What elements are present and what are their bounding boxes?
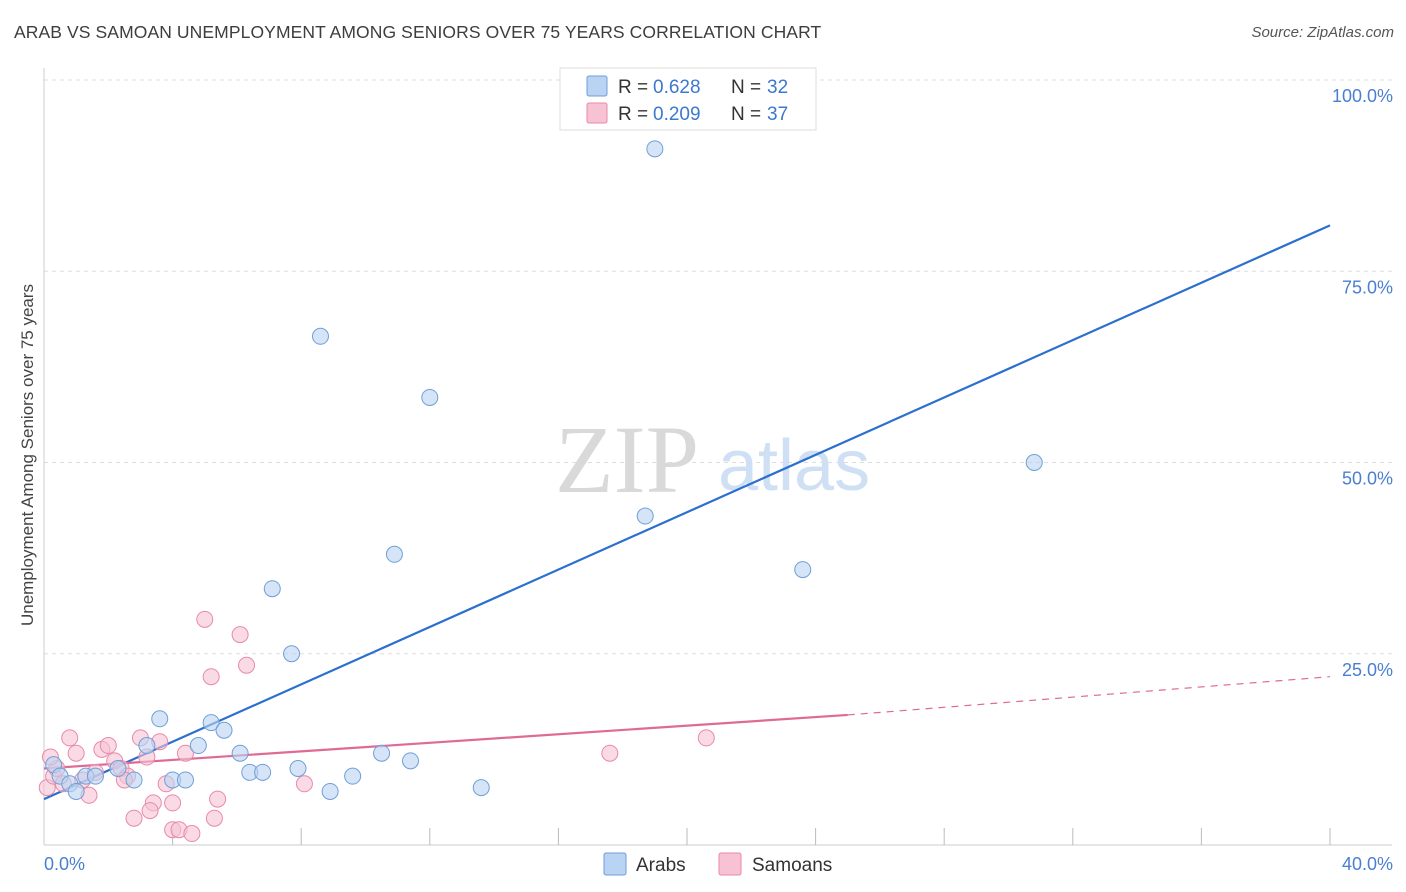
arab-point-18 [263,580,281,598]
legend-arab-swatch [586,75,608,97]
arab-point-11 [176,771,194,789]
arab-point-9 [151,710,169,728]
legend-samoan-n-label: N = [731,104,761,125]
x-tick-label-1: 40.0% [1342,854,1393,874]
samoan-point-4 [61,729,79,747]
watermark-zip: ZIP [555,406,699,513]
arab-point-13 [202,714,220,732]
legend-bottom: Arabs Samoans [603,852,832,876]
legend-samoan-n-value: 37 [767,104,788,125]
samoan-point-14 [125,809,143,827]
arab-point-30 [646,140,664,158]
samoan-point-35 [697,729,715,747]
legend-arab-r-label: R = [618,77,648,98]
bottom-legend-arab-swatch [603,852,627,876]
arab-point-31 [794,561,812,579]
arab-point-17 [254,763,272,781]
bottom-legend-samoan-label: Samoans [752,855,832,876]
arab-point-5 [86,767,104,785]
x-tick-labels: 0.0% 40.0% [44,854,1393,874]
y-axis-title: Unemployment Among Seniors over 75 years [18,284,37,626]
legend-arab-n-label: N = [731,77,761,98]
grid-lines [44,79,1392,655]
samoan-trend-extension [847,676,1331,716]
legend-samoan-swatch [586,102,608,124]
arab-point-29 [636,507,654,525]
arab-point-23 [344,767,362,785]
legend-arab-r-value: 0.628 [653,77,701,98]
bottom-legend-samoan-swatch [718,852,742,876]
y-tick-labels: 100.0% 75.0% 50.0% 25.0% [1332,86,1393,680]
samoan-point-5 [67,744,85,762]
y-tick-label-0: 100.0% [1332,86,1393,106]
samoan-point-24 [164,794,182,812]
samoan-point-29 [205,809,223,827]
samoan-point-28 [202,668,220,686]
arab-point-12 [189,737,207,755]
bottom-legend-arab-label: Arabs [636,855,686,876]
samoan-point-27 [196,610,214,628]
legend-top: R = 0.628 N = 32 R = 0.209 N = 37 [559,67,817,131]
arab-point-8 [138,737,156,755]
arab-trend-line [43,224,1331,801]
samoan-point-22 [176,744,194,762]
samoan-point-23 [183,825,201,843]
samoan-point-31 [231,626,249,644]
samoan-point-34 [601,744,619,762]
y-tick-label-2: 50.0% [1342,469,1393,489]
legend-samoan-r-value: 0.209 [653,104,701,125]
source-label: Source: ZipAtlas.com [1251,24,1394,41]
arab-point-19 [283,645,301,663]
trend-lines [43,224,1331,801]
arab-point-21 [311,327,329,345]
samoan-point-26 [141,802,159,820]
watermark-atlas: atlas [718,426,870,506]
samoan-point-33 [295,775,313,793]
arab-point-3 [67,782,85,800]
arab-point-22 [321,782,339,800]
arab-point-27 [421,388,439,406]
arab-point-7 [125,771,143,789]
samoan-point-32 [238,656,256,674]
arab-point-6 [109,760,127,777]
samoan-trend-line [43,713,848,770]
arab-point-28 [472,779,490,797]
axes [43,68,1392,846]
arab-point-15 [231,744,249,762]
arab-point-32 [1025,454,1043,471]
legend-samoan-r-label: R = [618,104,648,125]
chart-title: ARAB VS SAMOAN UNEMPLOYMENT AMONG SENIOR… [14,22,822,42]
arab-point-24 [385,545,403,563]
y-tick-label-3: 25.0% [1342,660,1393,680]
arab-point-25 [373,744,391,762]
x-tick-label-0: 0.0% [44,854,85,874]
data-points [38,140,1043,843]
arab-point-14 [215,721,233,739]
samoan-point-10 [99,737,117,755]
arab-point-26 [402,752,420,770]
y-tick-label-1: 75.0% [1342,277,1393,297]
arab-point-20 [289,760,307,777]
legend-arab-n-value: 32 [767,77,788,98]
samoan-point-30 [209,790,227,808]
